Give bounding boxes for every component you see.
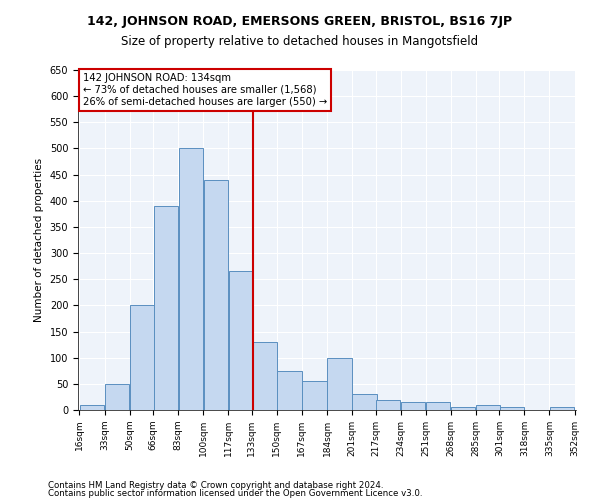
Bar <box>328 358 352 410</box>
Text: Size of property relative to detached houses in Mangotsfield: Size of property relative to detached ho… <box>121 35 479 48</box>
Bar <box>302 381 326 410</box>
Text: Contains public sector information licensed under the Open Government Licence v3: Contains public sector information licen… <box>48 488 422 498</box>
Bar <box>252 342 277 410</box>
Bar <box>476 405 500 410</box>
Bar <box>352 394 377 410</box>
Bar <box>277 371 302 410</box>
Bar <box>80 405 104 410</box>
Text: 142 JOHNSON ROAD: 134sqm
← 73% of detached houses are smaller (1,568)
26% of sem: 142 JOHNSON ROAD: 134sqm ← 73% of detach… <box>83 74 327 106</box>
Bar <box>376 400 400 410</box>
Y-axis label: Number of detached properties: Number of detached properties <box>34 158 44 322</box>
Text: Contains HM Land Registry data © Crown copyright and database right 2024.: Contains HM Land Registry data © Crown c… <box>48 481 383 490</box>
Bar <box>105 384 129 410</box>
Bar <box>203 180 228 410</box>
Bar <box>401 402 425 410</box>
Bar <box>426 402 451 410</box>
Bar <box>130 306 154 410</box>
Bar <box>550 408 574 410</box>
Bar <box>451 408 475 410</box>
Bar <box>179 148 203 410</box>
Bar <box>154 206 178 410</box>
Text: 142, JOHNSON ROAD, EMERSONS GREEN, BRISTOL, BS16 7JP: 142, JOHNSON ROAD, EMERSONS GREEN, BRIST… <box>88 15 512 28</box>
Bar <box>500 408 524 410</box>
Bar <box>229 272 253 410</box>
